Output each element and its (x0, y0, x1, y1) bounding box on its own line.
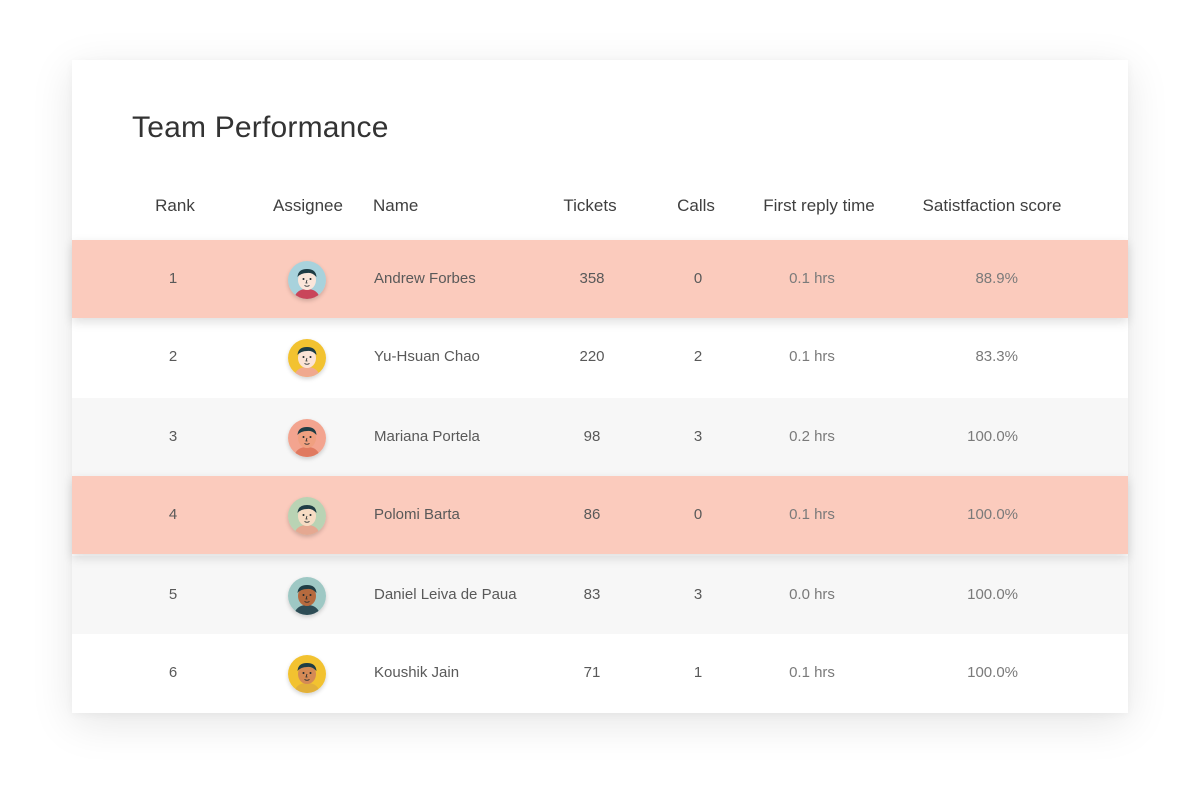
assignee-name[interactable]: Daniel Leiva de Paua (374, 586, 517, 603)
calls-cell: 1 (693, 664, 703, 681)
avatar (288, 339, 326, 377)
avatar (288, 419, 326, 457)
table-header: Rank Assignee Name Tickets Calls First r… (72, 186, 1128, 226)
avatar-face-icon (288, 339, 326, 377)
table-row-5[interactable]: 5 Daniel Leiva de Paua 83 3 0.0 hrs 100.… (72, 556, 1128, 634)
assignee-name[interactable]: Yu-Hsuan Chao (374, 348, 480, 365)
tickets-cell: 83 (583, 586, 601, 603)
avatar (288, 655, 326, 693)
avatar-face-icon (288, 577, 326, 615)
avatar (288, 261, 326, 299)
satisfaction-score-cell: 100.0% (967, 428, 1018, 445)
assignee-name[interactable]: Mariana Portela (374, 428, 480, 445)
tickets-cell: 86 (583, 506, 601, 523)
first-reply-time-cell: 0.1 hrs (789, 270, 835, 287)
satisfaction-score-cell: 100.0% (967, 664, 1018, 681)
satisfaction-score-cell: 100.0% (967, 586, 1018, 603)
table-row-6[interactable]: 6 Koushik Jain 71 1 0.1 hrs 100.0% (72, 634, 1128, 712)
satisfaction-score-cell: 83.3% (975, 348, 1018, 365)
column-header-name[interactable]: Name (373, 196, 419, 215)
column-header-first-reply-time[interactable]: First reply time (763, 196, 875, 215)
column-header-satisfaction-score[interactable]: Satistfaction score (922, 196, 1062, 215)
rank-cell: 3 (168, 428, 178, 445)
rank-cell: 1 (168, 270, 178, 287)
rank-cell: 2 (168, 348, 178, 365)
column-header-tickets[interactable]: Tickets (563, 196, 617, 215)
tickets-cell: 220 (579, 348, 605, 365)
first-reply-time-cell: 0.2 hrs (789, 428, 835, 445)
table-row-4[interactable]: 4 Polomi Barta 86 0 0.1 hrs 100.0% (72, 476, 1128, 554)
calls-cell: 0 (693, 270, 703, 287)
assignee-name[interactable]: Koushik Jain (374, 664, 460, 681)
avatar-face-icon (288, 497, 326, 535)
first-reply-time-cell: 0.1 hrs (789, 348, 835, 365)
column-header-calls[interactable]: Calls (677, 196, 715, 215)
assignee-name[interactable]: Andrew Forbes (374, 270, 476, 287)
avatar (288, 497, 326, 535)
calls-cell: 3 (693, 586, 703, 603)
rank-cell: 5 (168, 586, 178, 603)
column-header-assignee[interactable]: Assignee (273, 196, 343, 215)
avatar-face-icon (288, 655, 326, 693)
calls-cell: 3 (693, 428, 703, 445)
avatar-face-icon (288, 419, 326, 457)
tickets-cell: 98 (583, 428, 601, 445)
table-row-2[interactable]: 2 Yu-Hsuan Chao 220 2 0.1 hrs 83.3% (72, 318, 1128, 396)
tickets-cell: 71 (583, 664, 601, 681)
table-row-3[interactable]: 3 Mariana Portela 98 3 0.2 hrs 100.0% (72, 398, 1128, 476)
avatar (288, 577, 326, 615)
rank-cell: 4 (168, 506, 178, 523)
table-row-1[interactable]: 1 Andrew Forbes 358 0 0.1 hrs 88.9% (72, 240, 1128, 318)
page-title: Team Performance (132, 111, 389, 144)
first-reply-time-cell: 0.1 hrs (789, 506, 835, 523)
calls-cell: 0 (693, 506, 703, 523)
tickets-cell: 358 (579, 270, 605, 287)
satisfaction-score-cell: 88.9% (975, 270, 1018, 287)
first-reply-time-cell: 0.1 hrs (789, 664, 835, 681)
column-header-rank[interactable]: Rank (155, 196, 195, 215)
team-performance-card: Team Performance Rank Assignee Name Tick… (72, 60, 1128, 713)
avatar-face-icon (288, 261, 326, 299)
assignee-name[interactable]: Polomi Barta (374, 506, 460, 523)
rank-cell: 6 (168, 664, 178, 681)
first-reply-time-cell: 0.0 hrs (789, 586, 835, 603)
satisfaction-score-cell: 100.0% (967, 506, 1018, 523)
calls-cell: 2 (693, 348, 703, 365)
